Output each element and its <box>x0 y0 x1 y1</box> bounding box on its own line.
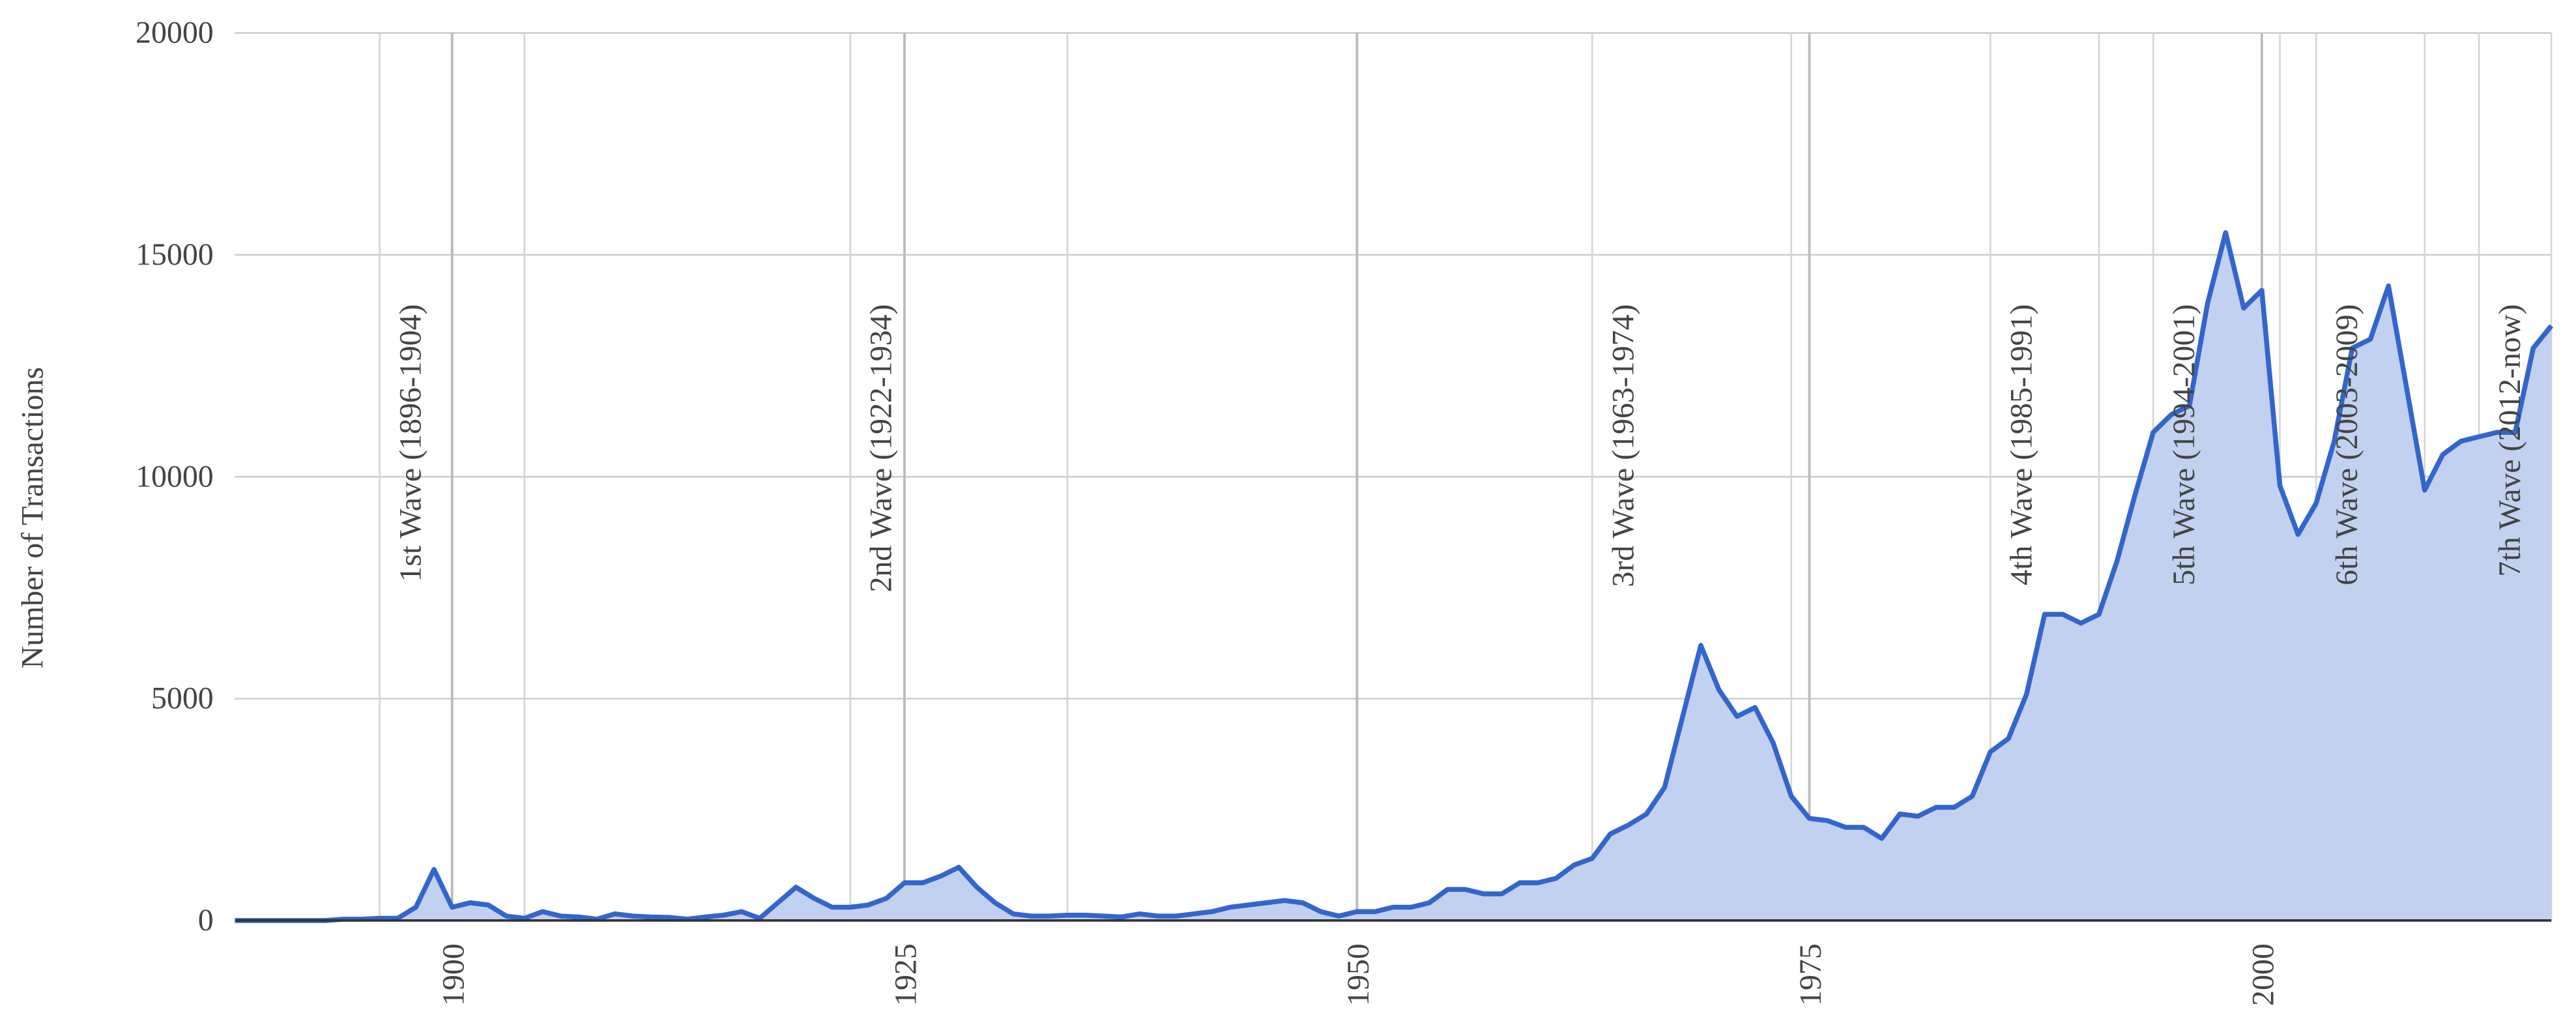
annotations: 1st Wave (1896-1904) 2nd Wave (1922-1934)… <box>394 304 2527 593</box>
wave-label: 3rd Wave (1963-1974) <box>1606 304 1640 587</box>
wave-label: 5th Wave (1994-2001) <box>2167 304 2201 585</box>
y-tick-label: 15000 <box>136 237 214 272</box>
x-tick-label: 1975 <box>1793 943 1828 1006</box>
x-tick-label: 2000 <box>2246 943 2280 1006</box>
y-tick-label: 5000 <box>151 681 214 716</box>
axes: 0 5000 10000 15000 20000 1900 1925 1950 1975 2000 <box>136 16 2552 1006</box>
line <box>235 230 2554 923</box>
wave-label: 1st Wave (1896-1904) <box>394 304 428 582</box>
y-tick-label: 20000 <box>136 16 214 50</box>
wave-label: 7th Wave (2012-now) <box>2493 304 2527 577</box>
x-tick-label: 1925 <box>889 943 923 1006</box>
plot-area <box>235 230 2554 923</box>
x-tick-label: 1950 <box>1341 943 1376 1006</box>
y-tick-label: 10000 <box>136 459 214 494</box>
wave-label: 2nd Wave (1922-1934) <box>864 304 899 593</box>
area <box>235 232 2552 921</box>
y-axis-title: Number of Transactions <box>16 367 50 669</box>
y-tick-label: 0 <box>198 903 214 938</box>
wave-label: 6th Wave (2003-2009) <box>2330 304 2364 585</box>
wave-label: 4th Wave (1985-1991) <box>2004 304 2038 585</box>
x-tick-label: 1900 <box>436 943 470 1006</box>
